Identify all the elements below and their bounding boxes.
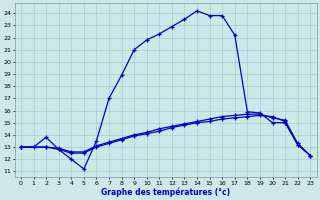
X-axis label: Graphe des températures (°c): Graphe des températures (°c) <box>101 187 230 197</box>
